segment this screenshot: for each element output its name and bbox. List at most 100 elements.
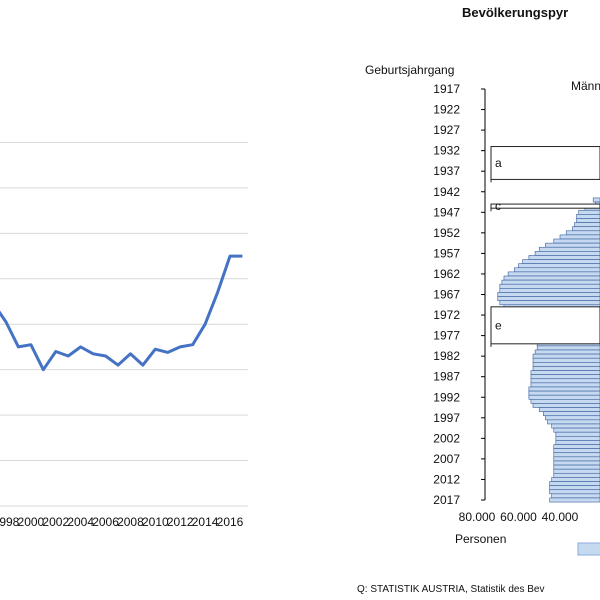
pyramid-bar: [497, 296, 600, 301]
male-bars: [497, 197, 600, 503]
y-tick-label: 1987: [433, 370, 460, 384]
pyramid-bar: [547, 419, 600, 425]
pyramid-bar: [499, 300, 600, 306]
source-note: Q: STATISTIK AUSTRIA, Statistik des Bev: [357, 584, 544, 595]
pyramid-bar: [532, 353, 600, 359]
pyramid-bar: [545, 242, 600, 248]
annotation-box: [490, 203, 600, 209]
pyramid-bar: [576, 218, 600, 223]
pyramid-bar: [549, 481, 600, 486]
pyramid-bar: [574, 222, 600, 227]
y-axis-title: Geburtsjahrgang: [365, 63, 454, 77]
y-tick-label: 1927: [433, 123, 460, 137]
pyramid-bar: [532, 357, 600, 363]
legend-swatch: [577, 542, 600, 556]
y-tick-label: 1952: [433, 226, 460, 240]
pyramid-bar: [553, 468, 600, 474]
pyramid-bar: [551, 493, 600, 499]
y-tick-label: 1967: [433, 288, 460, 302]
pyramid-bar: [553, 460, 600, 466]
pyramid-bar: [549, 497, 600, 503]
pyramid-bar: [545, 415, 600, 421]
x-tick-label: 2002: [42, 515, 69, 529]
y-tick-label: 1972: [433, 308, 460, 322]
pyramid-bar: [507, 271, 600, 277]
pyramid-bar: [499, 283, 600, 289]
pyramid-bar: [536, 345, 600, 351]
pyramid-bar: [553, 427, 600, 433]
pyramid-bar: [549, 489, 600, 495]
pyramid-bar: [514, 267, 600, 273]
x-tick-label: 2008: [117, 515, 144, 529]
pyramid-bar: [522, 259, 600, 264]
pyramid-bar: [534, 349, 600, 355]
pyramid-bar: [553, 472, 600, 478]
x-tick-label: 2014: [192, 515, 219, 529]
x-tick-label: 2006: [92, 515, 119, 529]
x-tick-label: 2000: [18, 515, 45, 529]
annotation-box: [490, 306, 600, 345]
x-tick-label: 60.000: [500, 510, 537, 524]
y-tick-label: 1922: [433, 103, 460, 117]
pyramid-bar: [553, 464, 600, 470]
pyramid-bar: [553, 444, 600, 449]
pyramid-bar: [528, 394, 600, 400]
pyramid-bar: [528, 390, 600, 396]
pyramid-bar: [532, 403, 600, 408]
x-tick-label: 80.000: [459, 510, 496, 524]
y-tick-label: 1992: [433, 390, 460, 404]
pyramid-bar: [499, 288, 600, 293]
male-panel-label: Männ: [571, 79, 600, 93]
y-tick-label: 2017: [433, 493, 460, 507]
pyramid-bar: [553, 448, 600, 454]
pyramid-bar: [530, 378, 600, 384]
y-tick-label: 1997: [433, 411, 460, 425]
y-tick-label: 1942: [433, 185, 460, 199]
pyramid-bar: [576, 214, 600, 219]
pyramid-bar: [532, 366, 600, 371]
pyramid-bar: [559, 234, 600, 240]
x-tick-label: 2010: [142, 515, 169, 529]
pyramid-bar: [518, 263, 600, 269]
pyramid-bar: [555, 431, 600, 437]
pyramid-bar: [555, 435, 600, 441]
annotation-label: c: [495, 199, 501, 213]
line-chart-grid: [0, 141, 248, 462]
y-tick-label: 2007: [433, 452, 460, 466]
pyramid-bar: [555, 440, 600, 445]
y-tick-label: 2012: [433, 472, 460, 486]
series-points: [5, 255, 243, 370]
pyramid-bar: [530, 370, 600, 375]
x-tick-label: 2016: [217, 515, 244, 529]
pyramid-bar: [534, 251, 600, 256]
pyramid-bar: [549, 485, 600, 491]
pyramid-bar: [551, 477, 600, 482]
pyramid-bar: [543, 411, 600, 417]
pyramid-bar: [551, 423, 600, 429]
population-pyramid: Bevölkerungspyr Geburtsjahrgang Männ 191…: [365, 5, 600, 556]
pyramid-bar: [528, 255, 600, 260]
pyramid-bar: [538, 246, 600, 252]
pyramid-bar: [503, 275, 600, 281]
y-tick-label: 1937: [433, 164, 460, 178]
line-chart-x-ticks: 1998200020022004200620082010201220142016: [0, 515, 244, 529]
y-tick-label: 1957: [433, 246, 460, 260]
pyramid-bar: [538, 407, 600, 412]
pyramid-bar: [578, 209, 600, 215]
pyramid-bar: [553, 456, 600, 462]
y-tick-label: 1932: [433, 144, 460, 158]
y-tick-label: 2002: [433, 431, 460, 445]
pyramid-bar: [572, 226, 600, 232]
pyramid-x-ticks: 80.000 60.000 40.000: [459, 510, 579, 524]
y-tick-label: 1977: [433, 329, 460, 343]
y-tick-label: 1947: [433, 205, 460, 219]
pyramid-bar: [532, 362, 600, 367]
pyramid-bar: [528, 386, 600, 392]
annotation-label: a: [495, 156, 502, 170]
line-chart: 1998200020022004200620082010201220142016: [0, 141, 248, 529]
x-axis-title: Personen: [455, 532, 506, 546]
y-tick-label: 1917: [433, 82, 460, 96]
pyramid-bar: [565, 230, 600, 236]
pyramid-title: Bevölkerungspyr: [462, 5, 568, 20]
